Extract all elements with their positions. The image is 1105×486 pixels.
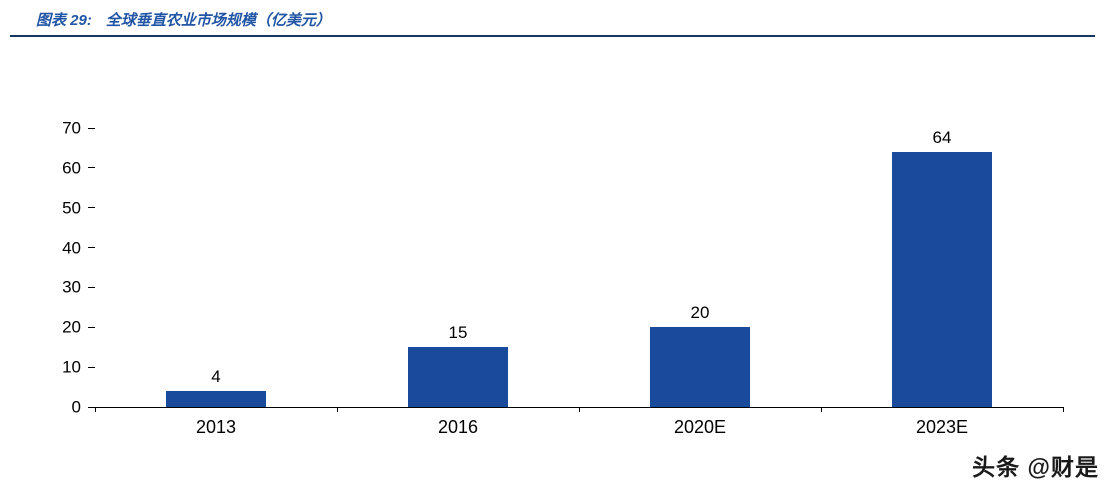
y-tick-label: 20 — [62, 317, 81, 337]
figure-label: 图表 29: — [36, 12, 92, 29]
bar-group: 15 — [337, 128, 579, 407]
bar — [166, 391, 266, 407]
bar-value-label: 64 — [932, 127, 952, 147]
y-tick-mark — [88, 127, 95, 129]
x-tick-mark — [94, 407, 96, 412]
bar-group: 64 — [821, 128, 1063, 407]
y-tick-mark — [88, 366, 95, 368]
y-tick-label: 40 — [62, 238, 81, 258]
x-tick-label: 2023E — [915, 417, 969, 437]
bar — [408, 347, 508, 407]
bar-value-label: 15 — [448, 323, 468, 343]
plot-area: 4 15 20 64 2013 2016 2020E 2023E 0 10 20 30 40 50 60… — [62, 120, 1064, 436]
bar-value-label: 4 — [211, 367, 221, 387]
header-divider — [10, 35, 1095, 37]
x-tick-mark — [820, 407, 822, 412]
bar — [650, 327, 750, 407]
x-tick-label: 2013 — [195, 417, 237, 437]
y-tick-label: 10 — [62, 357, 81, 377]
x-tick-label: 2020E — [673, 417, 727, 437]
y-tick-mark — [88, 167, 95, 169]
bar — [892, 151, 992, 407]
y-tick-mark — [88, 207, 95, 209]
y-tick-label: 30 — [62, 277, 81, 297]
figure-title: 全球垂直农业市场规模（亿美元） — [105, 12, 331, 29]
y-tick-mark — [88, 286, 95, 288]
x-tick-mark — [336, 407, 338, 412]
x-tick-label: 2016 — [437, 417, 479, 437]
watermark: 头条 @财是 — [972, 454, 1099, 480]
y-tick-label: 60 — [62, 158, 81, 178]
bar-group: 20 — [579, 128, 821, 407]
y-tick-label: 70 — [62, 118, 81, 138]
bar-group: 4 — [95, 128, 337, 407]
x-tick-mark — [578, 407, 580, 412]
y-tick-label: 50 — [62, 198, 81, 218]
figure-header: 图表 29: 全球垂直农业市场规模（亿美元） — [36, 9, 331, 30]
y-tick-mark — [88, 247, 95, 249]
bar-value-label: 20 — [690, 303, 710, 323]
x-tick-mark — [1062, 407, 1064, 412]
y-tick-mark — [88, 406, 95, 408]
x-axis-labels: 2013 2016 2020E 2023E — [95, 418, 1063, 436]
bars-container: 4 15 20 64 — [95, 128, 1063, 407]
y-tick-mark — [88, 326, 95, 328]
y-tick-label: 0 — [71, 397, 81, 417]
